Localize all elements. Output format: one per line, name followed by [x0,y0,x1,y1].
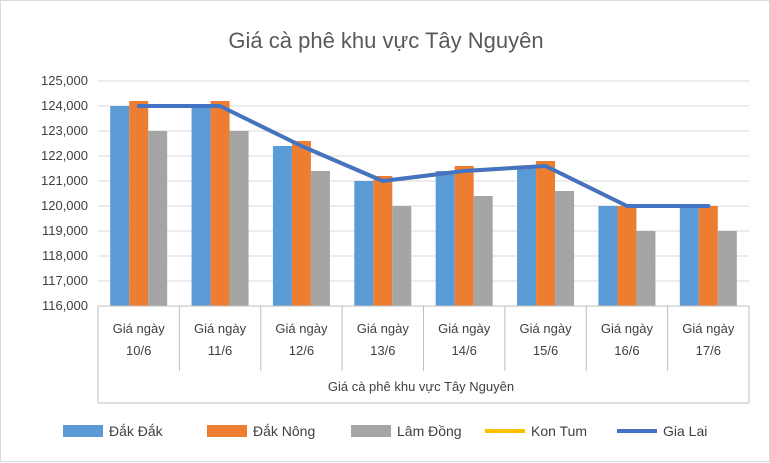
bars [110,101,737,306]
bar [229,131,249,306]
y-tick-label: 116,000 [42,298,88,313]
y-axis-ticks: 116,000 117,000 118,000 119,000 120,000 121,0… [41,73,88,313]
legend-label: Gia Lai [663,423,707,439]
x-tick-label: Giá ngày [601,321,654,336]
x-tick-label: 11/6 [208,343,232,358]
legend-swatch [351,425,391,437]
x-tick-label: 13/6 [370,343,395,358]
bar [517,166,537,306]
y-tick-label: 117,000 [42,273,88,288]
y-tick-label: 120,000 [41,198,88,213]
legend-label: Kon Tum [531,423,587,439]
y-tick-label: 123,000 [41,123,88,138]
legend-label: Lâm Đồng [397,423,462,439]
x-tick-label: Giá ngày [682,321,735,336]
bar [191,106,211,306]
x-axis-title: Giá cà phê khu vực Tây Nguyên [328,379,514,394]
bar [717,231,737,306]
x-axis: Giá ngày 10/6 Giá ngày 11/6 Giá ngày 12/6 Giá … [97,305,750,404]
legend: Đắk Đắk Đắk Nông Lâm Đồng Kon Tum Gia Lai [63,423,707,439]
bar [210,101,230,306]
bar [354,181,374,306]
x-tick-label: Giá ngày [194,321,247,336]
y-tick-label: 124,000 [41,98,88,113]
y-tick-label: 125,000 [41,73,88,88]
y-tick-label: 118,000 [42,248,88,263]
bar [272,146,292,306]
bar [473,196,493,306]
chart-title: Giá cà phê khu vực Tây Nguyên [228,28,543,53]
bar [310,171,330,306]
legend-swatch [207,425,247,437]
bar [555,191,575,306]
x-tick-label: Giá ngày [113,321,166,336]
bar [291,141,311,306]
series-lines [136,104,711,208]
y-tick-label: 122,000 [41,148,88,163]
x-tick-label: Giá ngày [275,321,328,336]
bar [536,161,556,306]
x-tick-label: 16/6 [614,343,639,358]
legend-label: Đắk Nông [253,423,315,439]
bar [110,106,130,306]
bar [373,176,393,306]
x-tick-label: 15/6 [533,343,558,358]
series-line [136,104,711,208]
bar [698,206,718,306]
bar [598,206,618,306]
x-tick-label: 10/6 [126,343,151,358]
bar [679,206,699,306]
bar [617,206,637,306]
x-tick-label: 14/6 [452,343,477,358]
x-tick-label: 17/6 [696,343,721,358]
x-tick-label: Giá ngày [357,321,410,336]
bar [392,206,412,306]
legend-label: Đắk Đắk [109,423,164,439]
bar [129,101,149,306]
legend-swatch [63,425,103,437]
bar [636,231,656,306]
bar [435,171,455,306]
bar [454,166,474,306]
x-tick-label: 12/6 [289,343,314,358]
x-tick-label: Giá ngày [438,321,491,336]
x-tick-label: Giá ngày [520,321,573,336]
y-tick-label: 119,000 [42,223,88,238]
y-tick-label: 121,000 [41,173,88,188]
bar [148,131,168,306]
